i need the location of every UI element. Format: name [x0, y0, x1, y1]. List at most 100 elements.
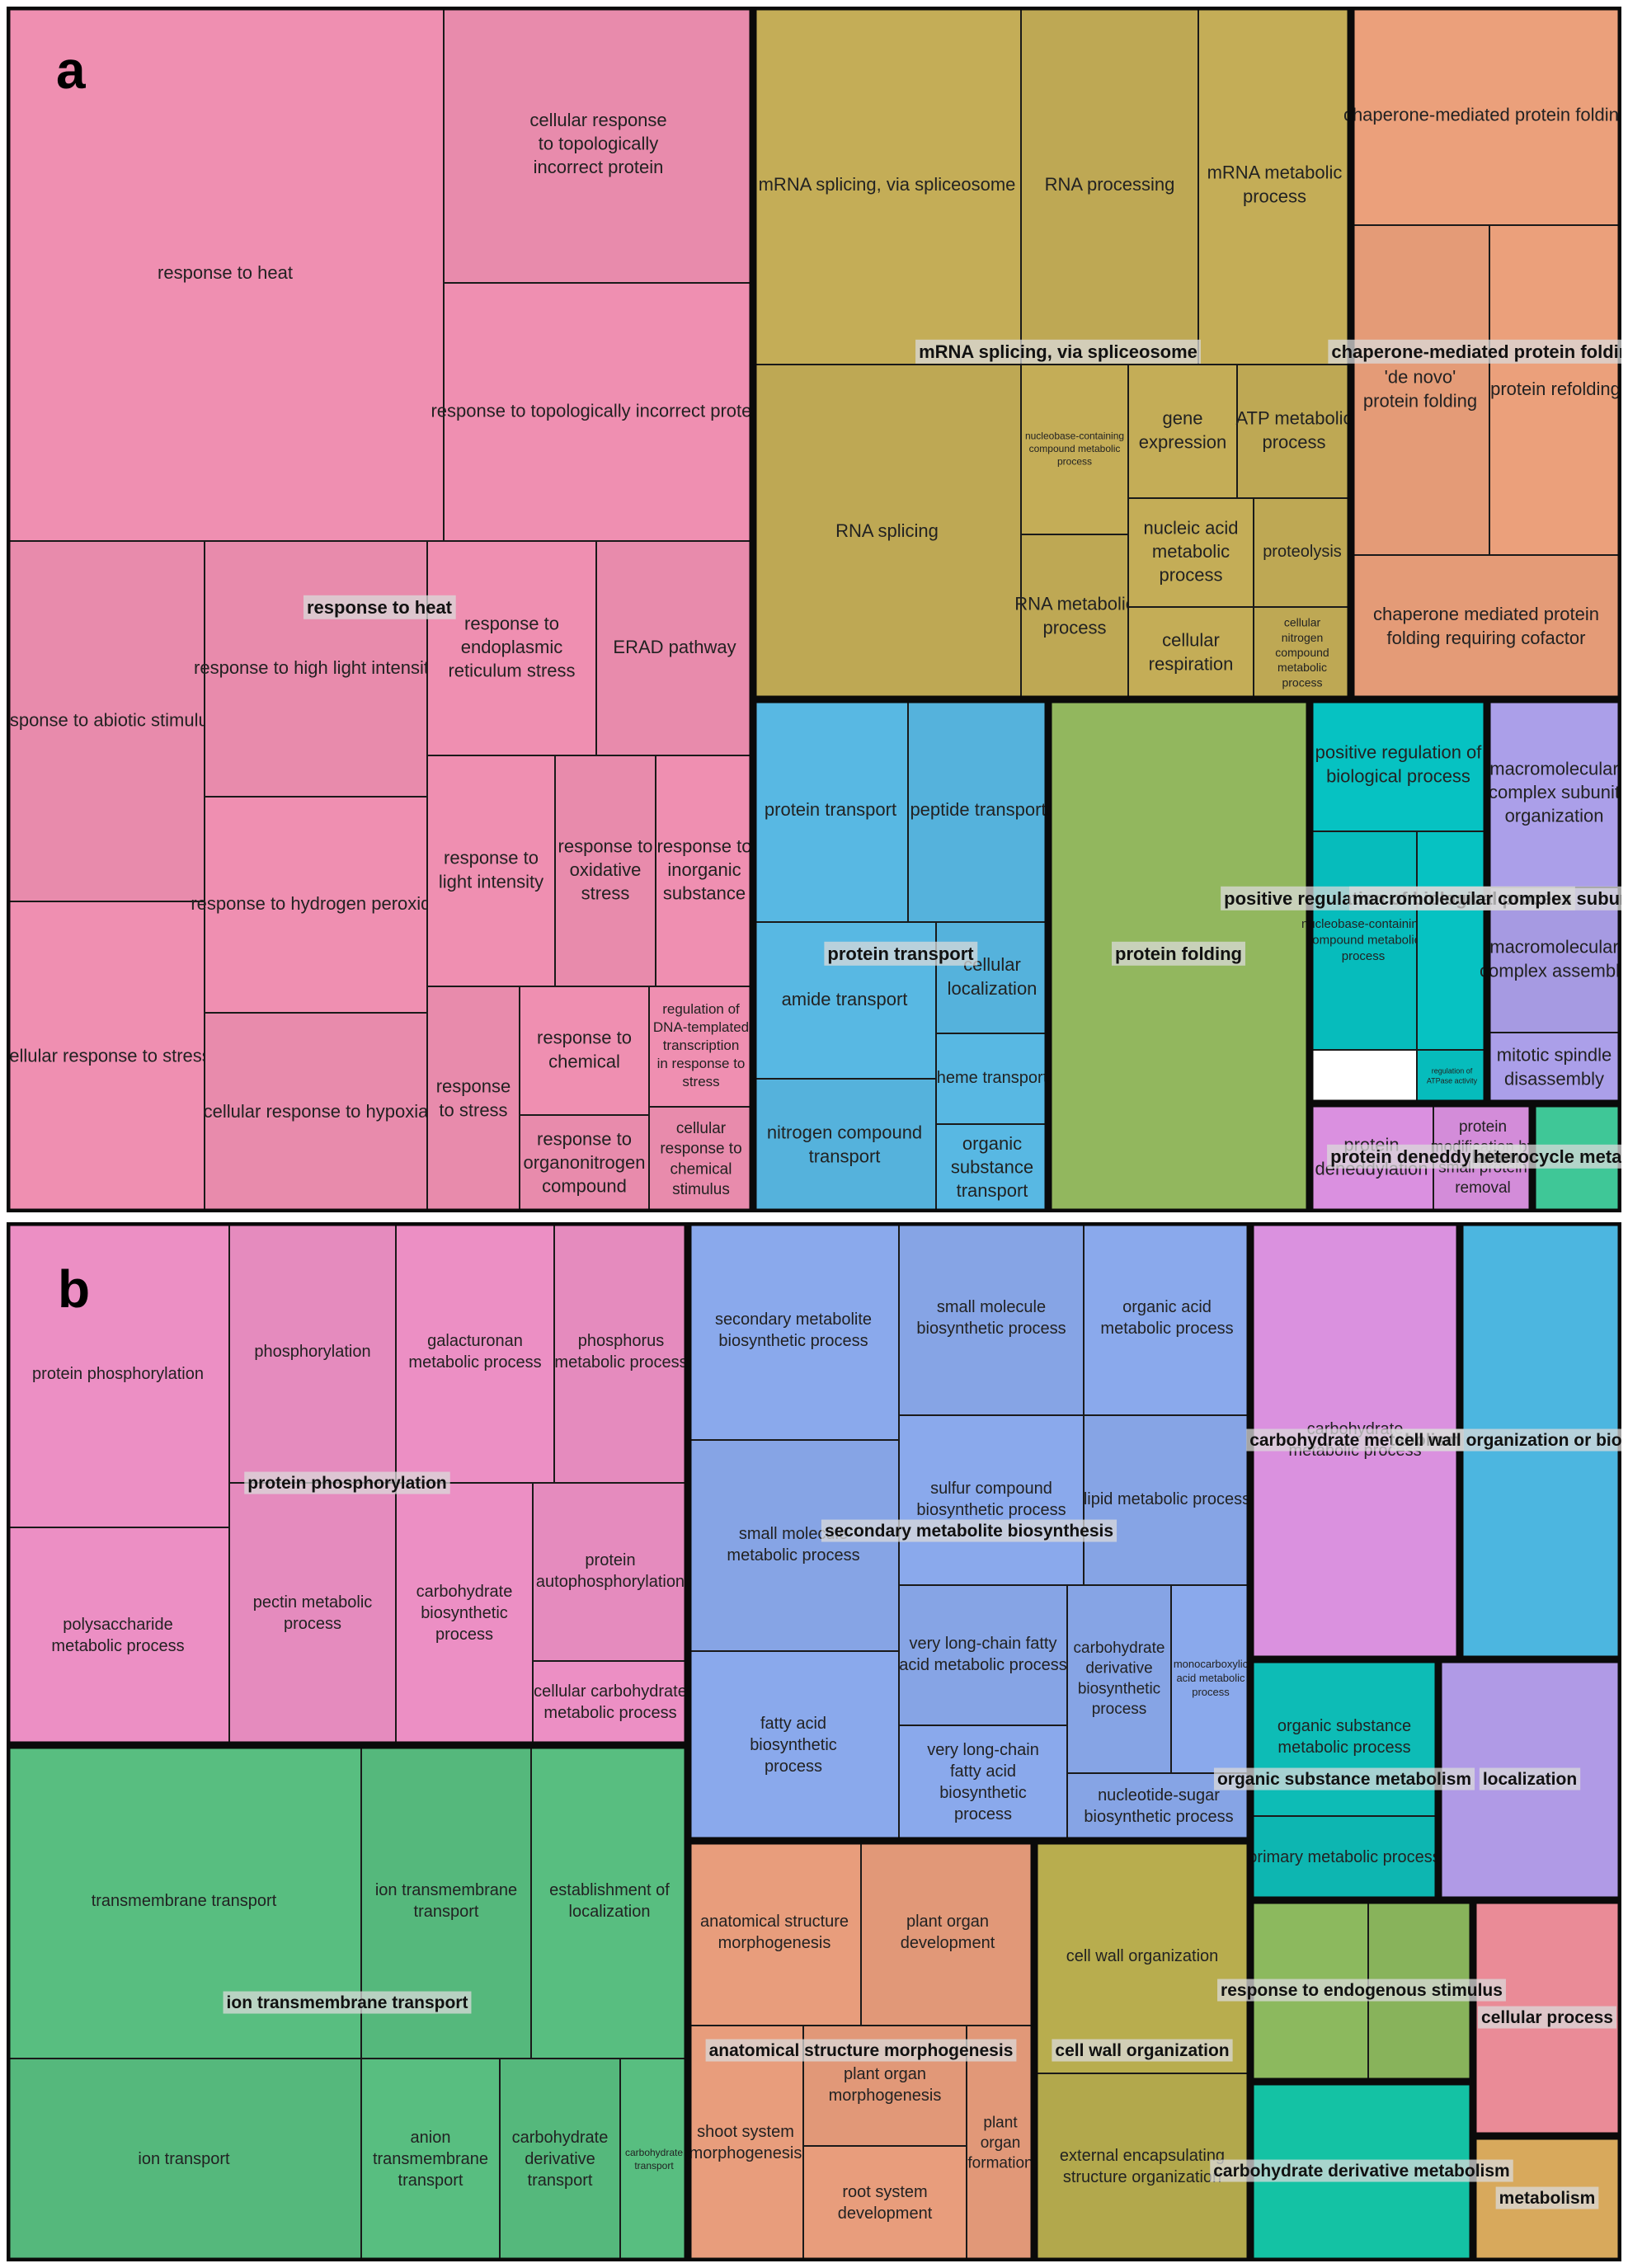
cell-label-organic-substance-transport: organic substance transport — [951, 1133, 1033, 1201]
cell-label-chaperone-mediated-protein-folding: chaperone-mediated protein folding — [1343, 104, 1621, 125]
cell-label-carbohydrate-derivative-transport: carbohydrate derivative transport — [512, 2129, 609, 2190]
group-label-ion-transmembrane-transport: ion transmembrane transport — [227, 1993, 468, 2012]
cell-anatomical-structure-morphogenesis-1 — [860, 1840, 1035, 2026]
group-label-bg-secondary-metabolite-biosynthesis — [821, 1519, 1117, 1542]
cell-label-secondary-metabolite-biosynthetic-process: secondary metabolite biosynthetic process — [715, 1310, 872, 1350]
cell-response-to-heat-14 — [519, 986, 650, 1116]
cell-label-mrna-splicing-via-spliceosome: mRNA splicing, via spliceosome — [759, 174, 1016, 195]
cell-label-establishment-of-localization: establishment of localization — [549, 1881, 670, 1921]
cell-label-cellular-response-to-chemical-stimulus: cellular response to chemical stimulus — [660, 1120, 741, 1198]
group-label-bg-carbohydrate-derivative-metabolism — [1210, 2159, 1513, 2182]
cell-response-to-heat-9 — [595, 540, 754, 756]
cell-response-to-heat-0 — [7, 7, 445, 542]
cell-label-carbohydrate-transport: carbohydrate transport — [625, 2147, 683, 2172]
cell-response-to-heat-11 — [554, 755, 656, 987]
cell-label-small-molecule-biosynthetic-process: small molecule biosynthetic process — [916, 1298, 1066, 1338]
cell-label-amide-transport: amide transport — [782, 989, 908, 1009]
cell-protein-phosphorylation-4 — [7, 1527, 230, 1746]
group-label-secondary-metabolite-biosynthesis: secondary metabolite biosynthesis — [825, 1522, 1113, 1541]
cell-label-rna-metabolic-process: RNA metabolic process — [1014, 594, 1135, 638]
cell-positive-regulation-of-biological-process-1 — [1309, 831, 1418, 1051]
cell-label-response-to-oxidative-stress: response to oxidative stress — [558, 835, 653, 903]
group-label-bg-protein-transport — [824, 941, 978, 966]
group-label-bg-chaperone-mediated-protein-folding — [1328, 339, 1621, 364]
group-label-bg-protein-phosphorylation — [244, 1471, 450, 1494]
cell-ion-transmembrane-transport-3 — [7, 2058, 362, 2261]
cell-label-response-to-abiotic-stimulus: response to abiotic stimulus — [7, 709, 218, 730]
cell-protein-transport-5 — [752, 1078, 937, 1212]
group-label-bg-cell-wall-organization-or-biogenesis — [1391, 1428, 1621, 1452]
cell-label-ion-transmembrane-transport: ion transmembrane transport — [375, 1881, 517, 1921]
cell-label-anatomical-structure-morphogenesis: anatomical structure morphogenesis — [700, 1913, 849, 1952]
cell-label-response-to-stress: response to stress — [436, 1076, 511, 1121]
cell-secondary-metabolite-biosynthesis-6 — [687, 1650, 900, 1842]
cell-label-regulation-of-atpase-activity: regulation of ATPase activity — [1427, 1067, 1478, 1085]
group-label-anatomical-structure-morphogenesis: anatomical structure morphogenesis — [709, 2041, 1014, 2060]
cell-label-cellular-response-to-topologically-incorrect-protein: cellular response to topologically incorre… — [529, 110, 666, 177]
cell-label-plant-organ-development: plant organ development — [901, 1913, 995, 1952]
cell-protein-phosphorylation-1 — [228, 1222, 397, 1484]
cell-label-nucleobase-containing-compound-metabolic-process: nucleobase-containing compound metabolic p… — [1025, 431, 1124, 468]
group-label-bg-anatomical-structure-morphogenesis — [705, 2039, 1017, 2062]
cell-label-response-to-chemical: response to chemical — [537, 1028, 632, 1072]
cells-layer: response to heat cellular response to topo… — [7, 7, 1621, 1212]
cell-anatomical-structure-morphogenesis-4 — [802, 2145, 967, 2261]
group-label-carbohydrate-derivative-metabolism: carbohydrate derivative metabolism — [1213, 2162, 1509, 2181]
cell-protein-phosphorylation-7 — [532, 1482, 689, 1662]
cell-label-erad-pathway: ERAD pathway — [613, 637, 736, 657]
cell-label-protein-refolding: protein refolding — [1490, 379, 1621, 399]
group-label-chaperone-mediated-protein-folding: chaperone-mediated protein folding — [1331, 341, 1621, 362]
cell-label-anion-transmembrane-transport: anion transmembrane transport — [373, 2129, 488, 2190]
panel-letter-b: b — [58, 1259, 91, 1319]
cell-label-atp-metabolic-process: ATP metabolic process — [1235, 408, 1352, 453]
group-label-protein-folding: protein folding — [1115, 943, 1242, 964]
group-labels-layer: protein phosphorylation secondary metabol… — [223, 1428, 1621, 2209]
cell-label-transmembrane-transport: transmembrane transport — [92, 1892, 277, 1910]
cell-response-to-heat-10 — [426, 755, 556, 987]
group-label-macromolecular-complex-subunit-organization: macromolecular complex subunit organizat… — [1353, 888, 1621, 909]
cell-response-to-heat-17 — [648, 1106, 754, 1212]
cell-macromolecular-complex-subunit-organization-2 — [1486, 1032, 1621, 1104]
group-label-bg-cell-wall-organization — [1052, 2039, 1233, 2062]
cell-label-organic-substance-metabolic-process: organic substance metabolic process — [1277, 1717, 1411, 1757]
treemap-b-svg: protein phosphorylation phosphorylation ga… — [7, 1222, 1621, 2261]
cell-label-response-to-topologically-incorrect-protein: response to topologically incorrect prot… — [431, 400, 765, 421]
cell-label-protein-phosphorylation: protein phosphorylation — [32, 1365, 204, 1383]
group-label-response-to-endogenous-stimulus: response to endogenous stimulus — [1221, 1981, 1503, 2000]
cell-secondary-metabolite-biosynthesis-7 — [898, 1584, 1068, 1726]
cell-label-plant-organ-formation: plant organ formation — [967, 2114, 1033, 2172]
cell-label-external-encapsulating-structure-organization: external encapsulating structure organiza… — [1060, 2147, 1225, 2186]
cell-label-cellular-nitrogen-compound-metabolic-process: cellular nitrogen compound metabolic process — [1275, 615, 1329, 689]
cell-protein-transport-0 — [752, 699, 909, 923]
cell-label-lipid-metabolic-process: lipid metabolic process — [1084, 1490, 1250, 1508]
cell-label-protein-transport: protein transport — [765, 799, 896, 820]
group-border-protein-folding — [1047, 699, 1310, 1212]
group-border-metabolism — [1472, 2135, 1621, 2261]
cell-response-to-heat-5 — [204, 540, 428, 798]
group-label-bg-response-to-endogenous-stimulus — [1217, 1979, 1506, 2002]
group-border-protein-phosphorylation — [7, 1222, 689, 1746]
cell-label-ion-transport: ion transport — [138, 2150, 230, 2168]
group-label-heterocycle-metabolism: heterocycle metabolism — [1474, 1146, 1621, 1167]
group-border-ion-transmembrane-transport — [7, 1744, 689, 2261]
cell-label-proteolysis: proteolysis — [1263, 543, 1342, 561]
cell-secondary-metabolite-biosynthesis-3 — [687, 1439, 900, 1652]
group-border-secondary-metabolite-biosynthesis — [687, 1222, 1251, 1842]
group-border-cellular-process — [1472, 1899, 1621, 2137]
cells-layer: protein phosphorylation phosphorylation ga… — [7, 1222, 1621, 2261]
cell-label-nucleobase-containing-compound-metabolic-process: nucleobase-containing compound metabolic p… — [1301, 917, 1425, 963]
cell-response-to-heat-8 — [426, 540, 597, 756]
cell-mrna-splicing-via-spliceosome-4 — [1020, 364, 1129, 535]
group-labels-layer: response to heat mRNA splicing, via splic… — [303, 339, 1621, 1169]
cell-label-cell-wall-organization: cell wall organization — [1066, 1947, 1219, 1965]
cell-response-to-heat-16 — [648, 986, 754, 1108]
group-label-localization: localization — [1483, 1770, 1577, 1789]
cell-label-organic-acid-metabolic-process: organic acid metabolic process — [1100, 1298, 1233, 1338]
group-label-cellular-process: cellular process — [1481, 2008, 1613, 2027]
cell-label-response-to-hydrogen-peroxide: response to hydrogen peroxide — [191, 893, 440, 914]
group-label-bg-cellular-process — [1478, 2006, 1616, 2029]
cell-label-rna-processing: RNA processing — [1045, 174, 1175, 195]
cell-label-very-long-chain-fatty-acid-metabolic-process: very long-chain fatty acid metabolic proc… — [899, 1635, 1066, 1674]
cell-protein-phosphorylation-2 — [395, 1222, 555, 1484]
